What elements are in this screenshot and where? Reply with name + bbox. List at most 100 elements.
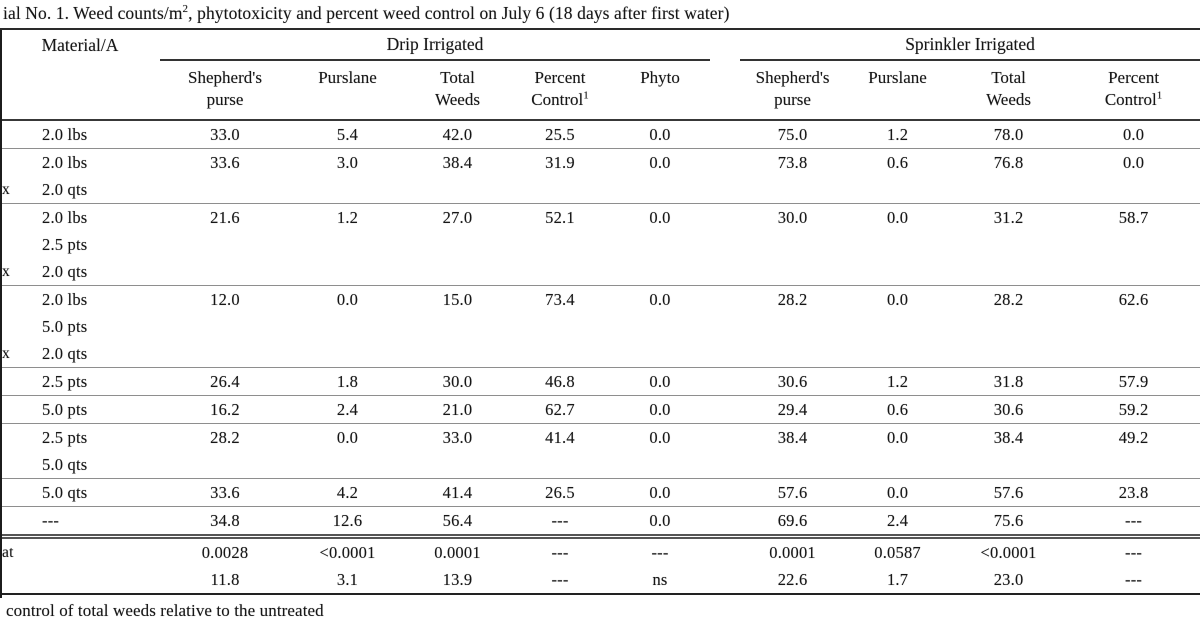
drip-value-cell: 1.2 xyxy=(290,203,405,286)
weed-counts-table: Material/A Drip Irrigated Sprinkler Irri… xyxy=(0,30,1200,595)
title-superscript: 2 xyxy=(182,3,189,16)
sprinkler-value-cell: 57.6 xyxy=(740,478,846,507)
drip-value-cell: 0.0001 xyxy=(434,543,481,562)
column-header-material: Material/A xyxy=(41,34,119,55)
drip-value-cell: <0.0001 xyxy=(319,543,376,562)
drip-value-cell: 11.8 xyxy=(160,566,290,595)
material-cell xyxy=(22,566,160,595)
drip-value-cell: 26.4 xyxy=(160,367,290,396)
material-cell: 2.0 lbs 5.0 pts 2.0 qts xyxy=(22,285,160,368)
sprinkler-value-cell: 62.6 xyxy=(1067,285,1200,368)
drip-value-cell: 33.6 xyxy=(160,478,290,507)
drip-value-cell: 21.0 xyxy=(405,395,510,424)
sprinkler-value-cell: 0.0 xyxy=(1067,120,1200,149)
sprinkler-value-cell: 30.6 xyxy=(740,367,846,396)
material-cell: 2.0 lbs 2.5 pts 2.0 qts xyxy=(22,203,160,286)
sprinkler-value-cell: 76.8 xyxy=(950,148,1068,204)
drip-value-cell: 5.4 xyxy=(290,120,405,149)
drip-value-cell: 0.0028 xyxy=(201,543,249,562)
gap-cell xyxy=(710,395,741,424)
table-row: at 0.0028 <0.0001 0.0001 --- --- 0.0001 0.0587 <… xyxy=(0,537,1200,567)
table-row: 2.5 pts 5.0 qts 28.2 0.0 33.0 41.4 0.0 38.4 0.0 3… xyxy=(0,423,1200,479)
column-header-sprinkler-1: Purslane xyxy=(845,60,951,121)
drip-value-cell: ns xyxy=(610,566,711,595)
group-header-drip: Drip Irrigated xyxy=(160,30,711,61)
sprinkler-value-cell: 1.2 xyxy=(845,367,951,396)
drip-value-cell: 15.0 xyxy=(405,285,510,368)
sub-header-gap xyxy=(710,60,741,121)
sprinkler-value-cell: 78.0 xyxy=(950,120,1068,149)
drip-value-cell: 28.2 xyxy=(160,423,290,479)
column-header-sprinkler-0: Shepherd's purse xyxy=(740,60,846,121)
drip-value-cell: 42.0 xyxy=(405,120,510,149)
sprinkler-value-cell: 0.0 xyxy=(845,423,951,479)
row-mark-cell xyxy=(0,395,22,424)
drip-value-cell: 0.0 xyxy=(290,285,405,368)
sprinkler-value-cell: 30.6 xyxy=(950,395,1068,424)
drip-value-cell: --- xyxy=(651,543,669,562)
material-cell: 5.0 qts xyxy=(22,478,160,507)
row-mark-cell: at xyxy=(2,544,14,561)
drip-value-cell: 12.0 xyxy=(160,285,290,368)
table-title-text: ial No. 1. Weed counts/m xyxy=(3,3,183,23)
drip-value-cell: 52.1 xyxy=(510,203,610,286)
group-header-row: Material/A Drip Irrigated Sprinkler Irri… xyxy=(0,30,1200,61)
gap-cell xyxy=(710,148,741,204)
drip-value-cell: 1.8 xyxy=(290,367,405,396)
sprinkler-value-cell: 38.4 xyxy=(740,423,846,479)
sprinkler-value-cell: 0.0001 xyxy=(769,543,816,562)
gap-cell xyxy=(710,120,741,149)
drip-value-cell: 0.0 xyxy=(610,423,711,479)
drip-value-cell: 46.8 xyxy=(510,367,610,396)
table-row: 5.0 pts 16.2 2.4 21.0 62.7 0.0 29.4 0.6 30.6 59.2 xyxy=(0,395,1200,424)
table-row: --- 34.8 12.6 56.4 --- 0.0 69.6 2.4 75.6 --- xyxy=(0,506,1200,539)
material-cell: --- xyxy=(22,506,160,539)
sprinkler-value-cell: 28.2 xyxy=(950,285,1068,368)
sprinkler-value-cell: 0.6 xyxy=(845,148,951,204)
gap-cell xyxy=(710,566,741,595)
gap-cell xyxy=(710,506,741,539)
sprinkler-value-cell: 69.6 xyxy=(740,506,846,539)
material-cell: 2.5 pts 5.0 qts xyxy=(22,423,160,479)
drip-value-cell: 41.4 xyxy=(405,478,510,507)
sprinkler-value-cell: --- xyxy=(1067,566,1200,595)
drip-value-cell: 56.4 xyxy=(405,506,510,539)
sprinkler-value-cell: 23.0 xyxy=(950,566,1068,595)
sprinkler-value-cell: 57.6 xyxy=(950,478,1068,507)
drip-value-cell: 0.0 xyxy=(610,367,711,396)
sprinkler-value-cell: 0.0 xyxy=(845,478,951,507)
gap-cell xyxy=(710,203,741,286)
sprinkler-value-cell: 22.6 xyxy=(740,566,846,595)
sprinkler-value-cell: 73.8 xyxy=(740,148,846,204)
sprinkler-value-cell: 28.2 xyxy=(740,285,846,368)
column-header-drip-0: Shepherd's purse xyxy=(160,60,290,121)
material-cell: 2.5 pts xyxy=(22,367,160,396)
sprinkler-value-cell: --- xyxy=(1125,543,1143,562)
sub-header-row: Shepherd's purse Purslane Total Weeds Percent… xyxy=(0,60,1200,121)
row-mark-cell: x xyxy=(0,285,22,368)
material-cell: 2.0 lbs xyxy=(22,120,160,149)
drip-value-cell: 27.0 xyxy=(405,203,510,286)
drip-value-cell: 13.9 xyxy=(405,566,510,595)
sprinkler-value-cell: 0.0587 xyxy=(874,543,921,562)
drip-value-cell: 0.0 xyxy=(610,148,711,204)
sprinkler-value-cell: 0.0 xyxy=(845,203,951,286)
sprinkler-value-cell: 1.7 xyxy=(845,566,951,595)
drip-value-cell: 16.2 xyxy=(160,395,290,424)
sprinkler-value-cell: 29.4 xyxy=(740,395,846,424)
drip-value-cell: 31.9 xyxy=(510,148,610,204)
gap-cell xyxy=(710,367,741,396)
sprinkler-value-cell: 58.7 xyxy=(1067,203,1200,286)
material-cell: 5.0 pts xyxy=(22,395,160,424)
drip-value-cell: 25.5 xyxy=(510,120,610,149)
sprinkler-value-cell: 0.0 xyxy=(1067,148,1200,204)
drip-value-cell: --- xyxy=(551,543,569,562)
sprinkler-value-cell: 59.2 xyxy=(1067,395,1200,424)
sprinkler-value-cell: 57.9 xyxy=(1067,367,1200,396)
drip-value-cell: 0.0 xyxy=(610,506,711,539)
drip-value-cell: 26.5 xyxy=(510,478,610,507)
drip-value-cell: 41.4 xyxy=(510,423,610,479)
table-row: 5.0 qts 33.6 4.2 41.4 26.5 0.0 57.6 0.0 57.6 23.8 xyxy=(0,478,1200,507)
row-mark-cell xyxy=(0,566,22,595)
